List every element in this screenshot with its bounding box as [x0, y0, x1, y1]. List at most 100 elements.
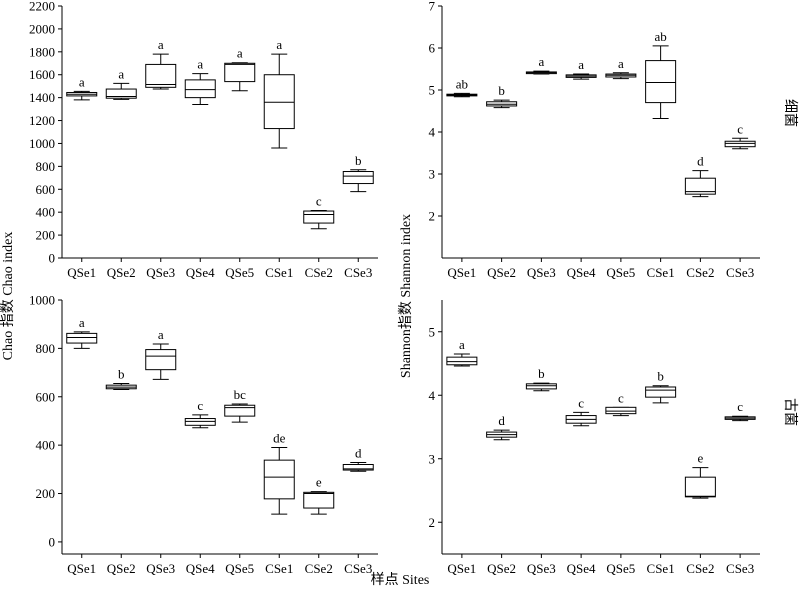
y-tick-label: 400 — [36, 438, 56, 453]
x-tick-label: CSe3 — [726, 265, 754, 280]
x-tick-label: CSe1 — [265, 561, 293, 576]
significance-label: a — [618, 56, 624, 71]
y-tick-label: 400 — [36, 205, 56, 220]
box-CSe3: c — [724, 399, 756, 422]
box-QSe1: a — [66, 74, 98, 101]
x-tick-label: CSe1 — [265, 265, 293, 280]
x-tick-label: QSe5 — [606, 561, 635, 576]
row-label-archaea: 古菌 — [782, 398, 798, 426]
y-tick-label: 3 — [429, 451, 436, 466]
box-iqr — [263, 459, 295, 500]
y-tick-label: 3 — [429, 167, 436, 182]
significance-label: a — [276, 37, 282, 52]
y-axis-label-left: Chao 指数 Chao index — [0, 232, 16, 361]
significance-label: a — [197, 57, 203, 72]
x-tick-label: QSe4 — [186, 561, 215, 576]
significance-label: de — [273, 431, 286, 446]
significance-label: ab — [654, 29, 666, 44]
y-tick-label: 2000 — [29, 21, 55, 36]
panel-bottom-left: 0 200 400 600 800 1000 QSe1 QSe2 QSe3 QSe4 QSe5 CSe… — [29, 293, 378, 576]
box-QSe1: a — [66, 315, 98, 349]
significance-label: c — [618, 390, 624, 405]
significance-label: a — [158, 37, 164, 52]
box-CSe1: ab — [645, 29, 677, 120]
x-tick-label: QSe3 — [146, 561, 175, 576]
box-QSe2: b — [486, 83, 518, 109]
x-tick-label: CSe3 — [344, 561, 372, 576]
box-QSe2: a — [105, 66, 137, 100]
significance-label: a — [79, 74, 85, 89]
box-iqr — [446, 356, 478, 366]
box-iqr — [724, 140, 756, 148]
significance-label: a — [158, 327, 164, 342]
box-iqr — [66, 332, 98, 344]
x-tick-label: CSe2 — [305, 561, 333, 576]
x-tick-label: CSe1 — [647, 561, 675, 576]
box-iqr — [224, 404, 256, 417]
y-tick-label: 200 — [36, 486, 56, 501]
box-iqr — [303, 491, 335, 509]
significance-label: c — [737, 399, 743, 414]
x-tick-label: QSe2 — [487, 265, 516, 280]
y-tick-label: 4 — [429, 125, 436, 140]
significance-label: c — [316, 193, 322, 208]
significance-label: b — [355, 153, 362, 168]
y-tick-label: 1400 — [29, 90, 55, 105]
box-QSe4: a — [565, 57, 597, 80]
box-QSe2: b — [105, 366, 137, 391]
x-tick-label: QSe1 — [67, 265, 96, 280]
box-CSe3: b — [342, 153, 374, 193]
box-QSe3: a — [145, 37, 177, 90]
y-tick-label: 6 — [429, 41, 436, 56]
significance-label: e — [316, 475, 322, 490]
x-tick-label: QSe4 — [186, 265, 215, 280]
x-tick-label: QSe3 — [527, 265, 556, 280]
box-CSe2: e — [684, 451, 716, 499]
significance-label: d — [355, 446, 362, 461]
x-tick-label: CSe3 — [726, 561, 754, 576]
x-tick-label: QSe5 — [225, 561, 254, 576]
y-tick-label: 1800 — [29, 44, 55, 59]
y-tick-label: 7 — [429, 0, 436, 14]
box-CSe1: de — [263, 431, 295, 515]
box-iqr — [525, 383, 557, 390]
significance-label: a — [237, 46, 243, 61]
box-iqr — [342, 463, 374, 471]
x-tick-label: CSe3 — [344, 265, 372, 280]
x-tick-label: CSe2 — [686, 561, 714, 576]
y-tick-label: 1200 — [29, 113, 55, 128]
significance-label: a — [79, 315, 85, 330]
panel-bottom-right: 2 3 4 5 QSe1 QSe2 QSe3 QSe4 QSe5 CSe1 CSe2 CSe3 a d b c… — [429, 300, 760, 576]
significance-label: a — [578, 57, 584, 72]
significance-label: bc — [234, 387, 247, 402]
significance-label: c — [737, 121, 743, 136]
significance-label: a — [118, 66, 124, 81]
y-tick-label: 4 — [429, 388, 436, 403]
y-tick-label: 0 — [49, 534, 56, 549]
y-tick-label: 0 — [49, 251, 56, 266]
row-label-bacteria: 细菌 — [782, 99, 798, 127]
box-CSe2: c — [303, 193, 335, 230]
x-tick-label: CSe2 — [305, 265, 333, 280]
box-QSe5: a — [605, 56, 637, 80]
y-tick-label: 2 — [429, 209, 436, 224]
significance-label: ab — [456, 76, 468, 91]
box-CSe1: b — [645, 369, 677, 404]
box-QSe4: c — [184, 398, 216, 429]
y-axis-label-right: Shannon指数 Shannon index — [398, 214, 414, 378]
box-QSe5: a — [224, 46, 256, 92]
panel-top-left: 0 200 400 600 800 1000 1200 1400 1600 1800 2000 220… — [29, 0, 378, 280]
x-tick-label: QSe2 — [107, 265, 136, 280]
box-iqr — [684, 177, 716, 195]
y-tick-label: 200 — [36, 228, 56, 243]
significance-label: b — [538, 366, 545, 381]
box-CSe3: c — [724, 121, 756, 150]
box-CSe1: a — [263, 37, 295, 149]
x-tick-label: CSe1 — [647, 265, 675, 280]
y-tick-label: 5 — [429, 324, 436, 339]
significance-label: b — [657, 369, 664, 384]
x-axis-label: 样点 Sites — [371, 572, 430, 588]
x-tick-label: QSe5 — [225, 265, 254, 280]
y-tick-label: 2 — [429, 515, 436, 530]
